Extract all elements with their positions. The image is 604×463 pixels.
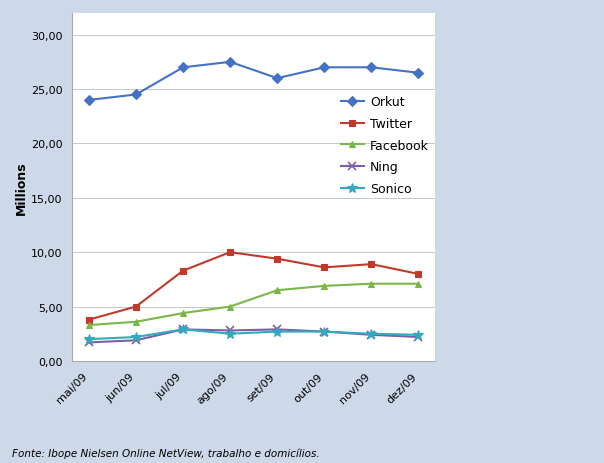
Sonico (368, 331, 375, 337)
Sonico (132, 334, 140, 340)
Line: Ning: Ning (85, 325, 423, 347)
Orkut (85, 98, 92, 104)
Twitter (85, 317, 92, 323)
Orkut (321, 65, 328, 71)
Facebook (85, 323, 92, 328)
Twitter (274, 257, 281, 262)
Orkut (132, 93, 140, 98)
Orkut (368, 65, 375, 71)
Ning (415, 334, 422, 340)
Line: Twitter: Twitter (86, 249, 422, 323)
Sonico (179, 327, 187, 332)
Ning (368, 332, 375, 338)
Ning (226, 328, 234, 333)
Line: Orkut: Orkut (86, 59, 422, 104)
Facebook (368, 282, 375, 287)
Sonico (226, 331, 234, 337)
Orkut (415, 71, 422, 76)
Ning (179, 327, 187, 332)
Ning (274, 327, 281, 332)
Legend: Orkut, Twitter, Facebook, Ning, Sonico: Orkut, Twitter, Facebook, Ning, Sonico (341, 96, 429, 196)
Y-axis label: Millions: Millions (15, 161, 28, 214)
Twitter (321, 265, 328, 270)
Sonico (415, 332, 422, 338)
Twitter (368, 262, 375, 267)
Facebook (321, 283, 328, 289)
Facebook (179, 311, 187, 316)
Ning (321, 329, 328, 335)
Ning (85, 340, 92, 345)
Line: Facebook: Facebook (86, 281, 422, 329)
Twitter (179, 268, 187, 274)
Orkut (274, 76, 281, 82)
Text: Fonte: Ibope Nielsen Online NetView, trabalho e domicílios.: Fonte: Ibope Nielsen Online NetView, tra… (12, 448, 320, 458)
Sonico (274, 329, 281, 335)
Twitter (415, 271, 422, 277)
Facebook (274, 288, 281, 294)
Orkut (226, 60, 234, 65)
Sonico (85, 337, 92, 342)
Facebook (415, 282, 422, 287)
Line: Sonico: Sonico (84, 325, 423, 344)
Twitter (226, 250, 234, 256)
Ning (132, 338, 140, 343)
Facebook (226, 304, 234, 310)
Sonico (321, 329, 328, 335)
Twitter (132, 304, 140, 310)
Facebook (132, 319, 140, 325)
Orkut (179, 65, 187, 71)
